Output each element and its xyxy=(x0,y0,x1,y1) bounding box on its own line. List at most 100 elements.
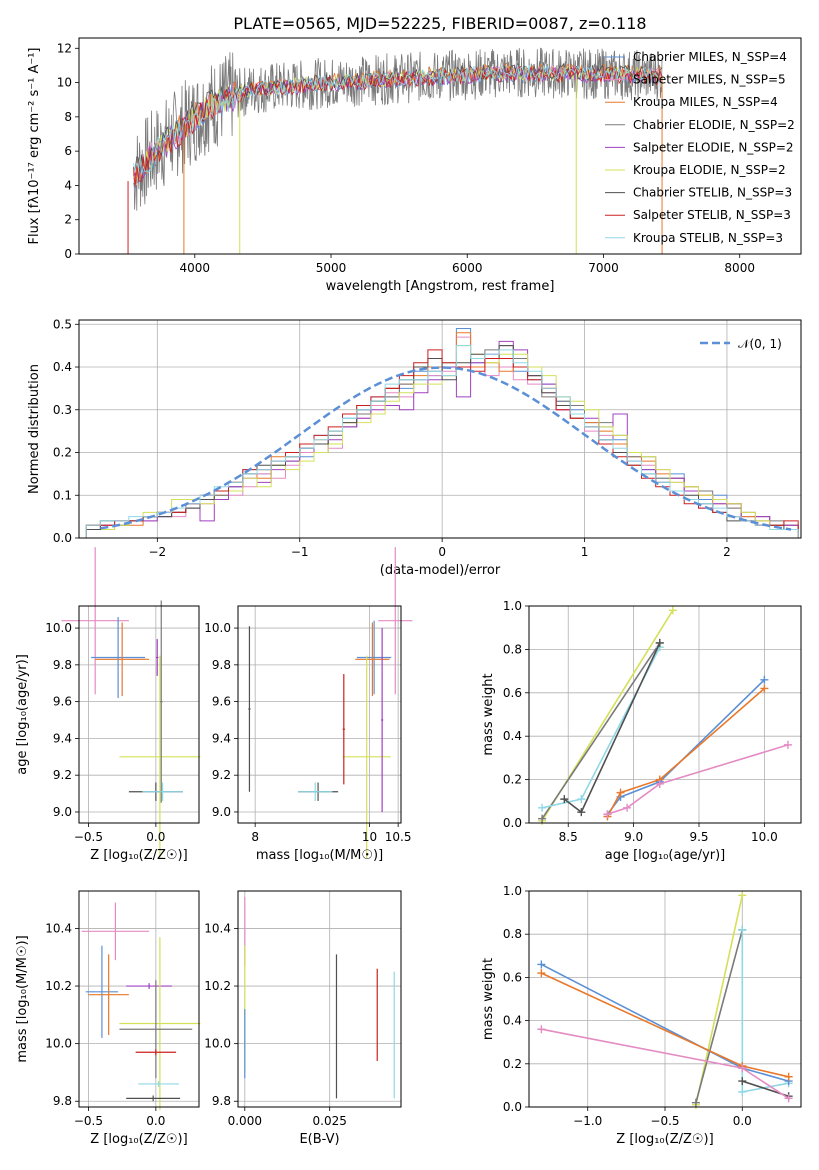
plus-marker xyxy=(537,1025,546,1034)
plus-marker xyxy=(784,1072,793,1081)
y-tick-label: 10.0 xyxy=(45,1037,72,1051)
plus-marker xyxy=(760,675,769,684)
spectrum-y-label: Flux [fλ10⁻¹⁷ erg cm⁻² s⁻¹ A⁻¹] xyxy=(27,48,42,245)
age-vs-mass-panel: 8 10 10.5 9.0 9.2 9.4 9.6 9.8 10.0 mass [log₁₀(M… xyxy=(204,547,413,863)
x-tick-label: 2 xyxy=(723,545,731,559)
plus-marker xyxy=(577,795,586,804)
plus-marker xyxy=(538,803,547,812)
plus-marker xyxy=(655,638,664,647)
y-tick-label: 0.6 xyxy=(503,970,522,984)
age-z-x-label: Z [log₁₀(Z/Z☉)] xyxy=(90,848,187,863)
spectrum-line xyxy=(133,64,662,175)
x-tick-label: 10.5 xyxy=(385,830,412,844)
legend-entry: Kroupa MILES, N_SSP=4 xyxy=(633,95,778,109)
plus-marker xyxy=(784,1094,793,1103)
plus-marker xyxy=(691,1098,700,1107)
legend-entry: Salpeter STELIB, N_SSP=3 xyxy=(633,208,791,222)
x-tick-label: −1 xyxy=(291,545,309,559)
x-tick-label: 5000 xyxy=(316,261,347,275)
x-tick-label: 0 xyxy=(438,545,446,559)
x-tick-label: 0.000 xyxy=(228,1114,262,1128)
legend-entry: 𝒩(0, 1) xyxy=(738,337,782,351)
y-tick-label: 9.4 xyxy=(212,731,231,745)
mass-ebv-x-label: E(B-V) xyxy=(299,1132,339,1147)
weight-age-y-label: mass weight xyxy=(481,673,496,755)
y-tick-label: 0.2 xyxy=(503,773,522,787)
plus-marker xyxy=(738,925,747,934)
spectrum-axes-frame xyxy=(78,37,802,255)
x-tick-label: 8000 xyxy=(724,261,755,275)
y-tick-label: 10.0 xyxy=(204,1037,231,1051)
weight-age-axes-frame xyxy=(528,605,802,824)
y-tick-label: 6 xyxy=(64,144,72,158)
x-tick-label: 9.0 xyxy=(624,830,643,844)
legend-entry: Salpeter ELODIE, N_SSP=2 xyxy=(633,140,794,154)
y-tick-label: 9.8 xyxy=(53,658,72,672)
y-tick-label: 0.4 xyxy=(503,729,522,743)
y-tick-label: 2 xyxy=(64,213,72,227)
plus-marker xyxy=(537,969,546,978)
plus-marker xyxy=(538,814,547,823)
x-tick-label: 8 xyxy=(251,830,259,844)
plus-marker xyxy=(738,891,747,900)
y-tick-label: 0.0 xyxy=(503,816,522,830)
x-tick-label: 8.5 xyxy=(559,830,578,844)
histogram-y-label: Normed distribution xyxy=(27,364,42,494)
x-tick-label: 0.0 xyxy=(733,1114,752,1128)
x-tick-label: −0.5 xyxy=(74,830,103,844)
x-tick-label: 7000 xyxy=(588,261,619,275)
spectrum-legend: Chabrier MILES, N_SSP=4 Salpeter MILES, N… xyxy=(605,50,795,245)
y-tick-label: 1.0 xyxy=(503,599,522,613)
y-tick-label: 0.2 xyxy=(53,446,72,460)
y-tick-label: 9.6 xyxy=(53,695,72,709)
y-tick-label: 1.0 xyxy=(503,884,522,898)
x-tick-label: 6000 xyxy=(452,261,483,275)
histogram-legend: 𝒩(0, 1) xyxy=(700,337,782,351)
spectrum-panel: PLATE=0565, MJD=52225, FIBERID=0087, z=0… xyxy=(27,14,802,294)
mass-vs-z-panel: −0.5 0.0 9.8 10.0 10.2 10.4 Z [log₁₀(Z/Z☉)] m… xyxy=(15,890,201,1147)
x-tick-label: 10.0 xyxy=(751,830,778,844)
x-tick-label: 10 xyxy=(362,830,377,844)
plus-marker xyxy=(783,740,792,749)
y-tick-label: 12 xyxy=(57,41,72,55)
y-tick-label: 9.0 xyxy=(212,805,231,819)
y-tick-label: 0.4 xyxy=(503,1014,522,1028)
y-tick-label: 9.4 xyxy=(53,731,72,745)
weight-z-x-label: Z [log₁₀(Z/Z☉)] xyxy=(616,1132,713,1147)
mass-vs-ebv-panel: 0.000 0.025 9.8 10.0 10.2 10.4 E(B-V) xyxy=(204,890,402,1147)
y-tick-label: 0.3 xyxy=(53,403,72,417)
x-tick-label: −1.0 xyxy=(573,1114,602,1128)
plus-marker xyxy=(738,1064,747,1073)
x-tick-label: −2 xyxy=(148,545,166,559)
y-tick-label: 10.2 xyxy=(204,979,231,993)
y-tick-label: 0.2 xyxy=(503,1057,522,1071)
weight-line xyxy=(541,642,661,820)
weight-line xyxy=(695,895,744,1105)
legend-entry: Chabrier STELIB, N_SSP=3 xyxy=(633,186,792,200)
y-tick-label: 0 xyxy=(64,247,72,261)
spectrum-line xyxy=(133,47,663,211)
weight-line xyxy=(607,744,789,816)
y-tick-label: 0.5 xyxy=(53,317,72,331)
x-tick-label: 0.025 xyxy=(313,1114,347,1128)
y-tick-label: 0.1 xyxy=(53,488,72,502)
plus-marker xyxy=(560,795,569,804)
x-tick-label: −0.5 xyxy=(74,1114,103,1128)
y-tick-label: 9.8 xyxy=(212,658,231,672)
plus-marker xyxy=(603,810,612,819)
legend-entry: Chabrier ELODIE, N_SSP=2 xyxy=(633,118,795,132)
x-tick-label: 4000 xyxy=(180,261,211,275)
y-tick-label: 9.6 xyxy=(212,695,231,709)
legend-entry: Kroupa STELIB, N_SSP=3 xyxy=(633,231,783,245)
histogram-x-label: (data-model)/error xyxy=(380,563,501,578)
chart-title: PLATE=0565, MJD=52225, FIBERID=0087, z=0… xyxy=(233,14,646,33)
y-tick-label: 10.0 xyxy=(204,621,231,635)
plus-marker xyxy=(577,808,586,817)
mass-ebv-axes-frame xyxy=(237,890,402,1108)
weight-vs-z-panel: −1.0 −0.5 0.0 0.0 0.2 0.4 0.6 0.8 1.0 Z [log₁₀(Z… xyxy=(481,884,802,1147)
x-tick-label: 9.5 xyxy=(689,830,708,844)
weight-line xyxy=(695,929,744,1103)
y-tick-label: 0.4 xyxy=(53,360,72,374)
weight-line xyxy=(606,687,765,817)
